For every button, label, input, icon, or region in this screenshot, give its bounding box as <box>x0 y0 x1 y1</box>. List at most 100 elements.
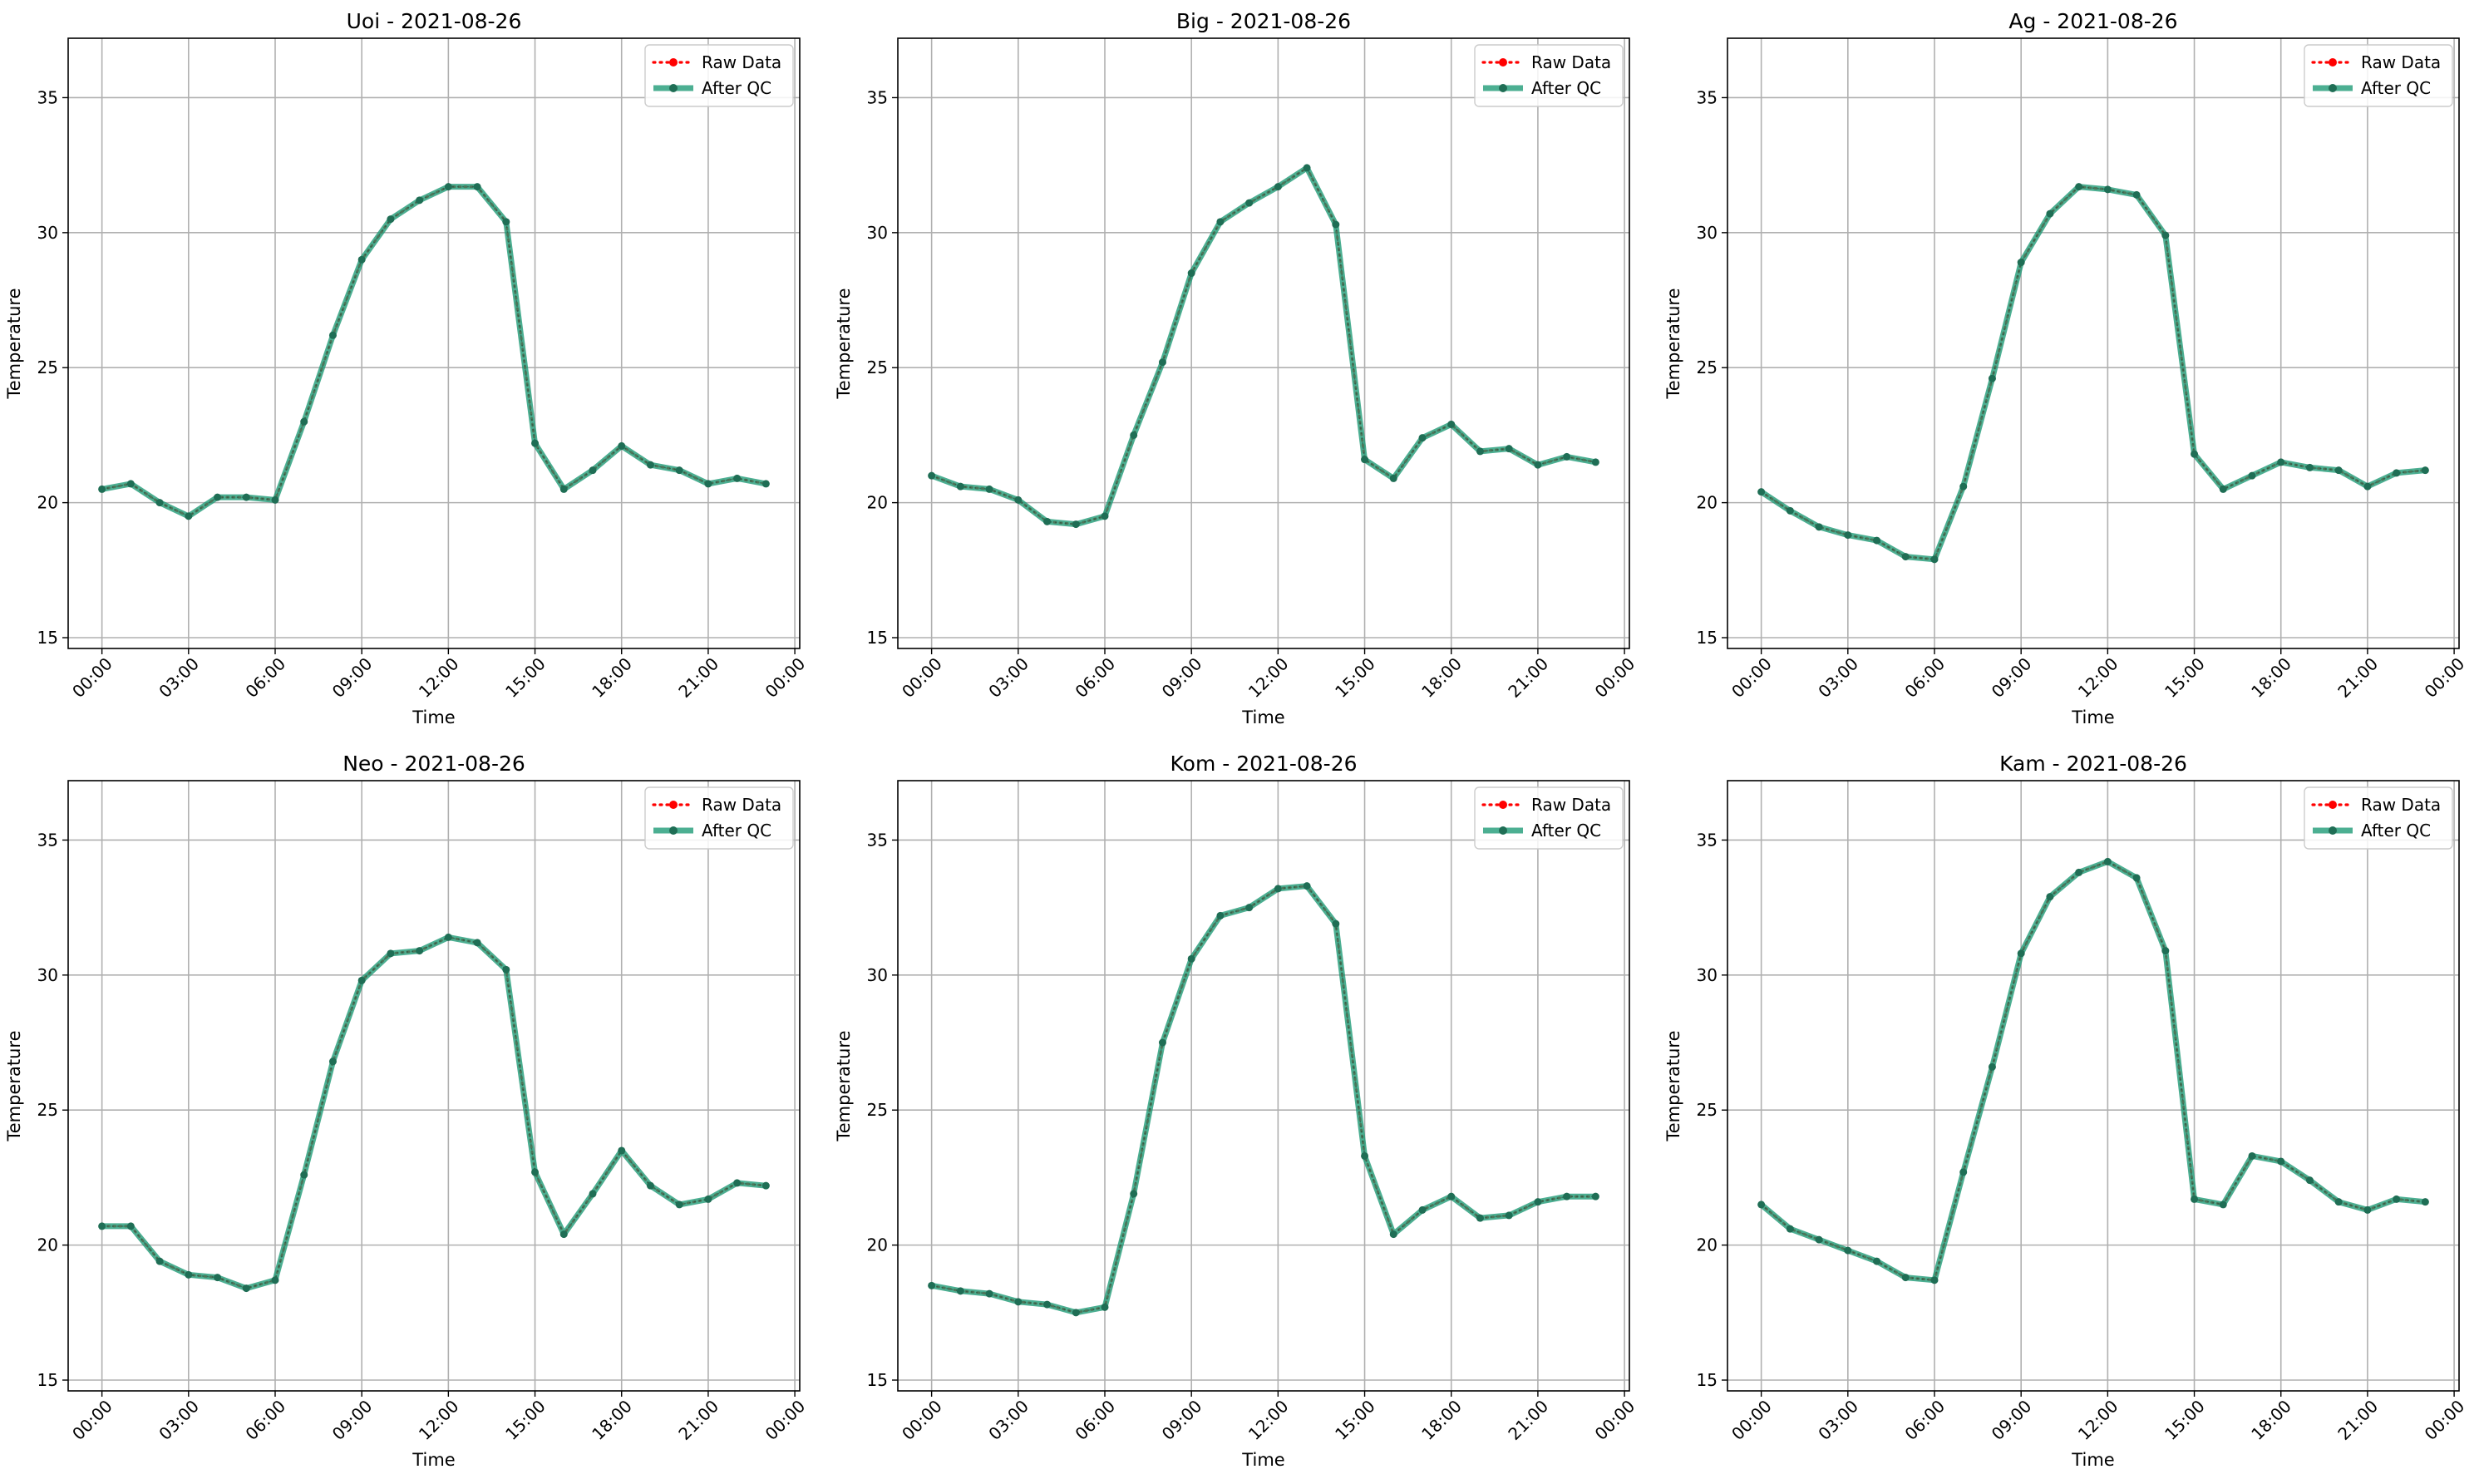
qc-data-point <box>2075 183 2083 191</box>
chart-title: Neo - 2021-08-26 <box>343 752 525 776</box>
chart-title: Uoi - 2021-08-26 <box>347 9 522 33</box>
qc-data-point <box>2103 185 2112 194</box>
qc-data-point <box>618 1146 626 1155</box>
axes-frame <box>897 780 1630 1392</box>
qc-data-point <box>733 474 742 482</box>
legend: Raw Data After QC <box>1474 786 1624 850</box>
axes-frame <box>67 780 801 1392</box>
subplot-4: 15 20 25 30 35 00:00 03:00 06:00 09:00 12:00 15:00… <box>4 752 809 1470</box>
chart-title: Kam - 2021-08-26 <box>1999 752 2187 776</box>
x-tick-label: 00:00 <box>761 1396 810 1444</box>
qc-data-point <box>1815 1235 1823 1244</box>
series-line-raw <box>1760 860 2427 1282</box>
legend-marker-raw <box>1499 801 1507 809</box>
x-tick-label: 18:00 <box>588 653 636 702</box>
qc-data-point <box>2191 1195 2199 1203</box>
qc-data-point <box>2132 190 2141 199</box>
qc-data-point <box>704 480 712 488</box>
x-tick-label: 03:00 <box>155 653 203 702</box>
qc-data-point <box>2363 482 2372 491</box>
qc-data-point <box>1930 1276 1939 1284</box>
qc-data-point <box>704 1195 712 1203</box>
series-line-qc-overlay <box>101 185 766 517</box>
qc-data-point <box>2393 469 2401 477</box>
qc-data-point <box>1959 482 1968 491</box>
x-tick-label: 09:00 <box>328 1396 377 1444</box>
x-tick-label: 00:00 <box>1727 1396 1776 1444</box>
qc-data-point <box>928 471 936 480</box>
y-tick-label: 35 <box>1697 830 1718 850</box>
qc-data-point <box>1505 1211 1513 1220</box>
subplot-3: 15 20 25 30 35 00:00 03:00 06:00 09:00 12:00 15:00… <box>1663 9 2468 727</box>
qc-data-point <box>444 933 452 941</box>
x-tick-label: 00:00 <box>68 653 116 702</box>
legend-entry-label: After QC <box>702 78 771 98</box>
qc-data-point <box>185 1270 193 1279</box>
qc-data-point <box>155 499 164 507</box>
x-tick-label: 00:00 <box>761 653 810 702</box>
qc-data-point <box>1187 954 1195 963</box>
qc-data-point <box>1476 447 1484 456</box>
legend: Raw Data After QC <box>2304 786 2453 850</box>
x-tick-label: 09:00 <box>1988 1396 2036 1444</box>
x-tick-label: 21:00 <box>674 653 722 702</box>
series-line-qc-overlay <box>931 885 1596 1314</box>
qc-data-point <box>1361 1151 1369 1160</box>
legend-marker-qc <box>2329 84 2337 92</box>
legend: Raw Data After QC <box>644 44 794 107</box>
qc-data-point <box>1245 904 1254 912</box>
qc-data-point <box>1988 374 1996 382</box>
qc-data-point <box>502 965 510 974</box>
y-tick-label: 15 <box>867 628 888 648</box>
qc-data-point <box>761 480 770 488</box>
qc-data-point <box>1901 1274 1910 1282</box>
qc-data-point <box>1873 1257 1881 1265</box>
qc-data-point <box>1418 1205 1427 1214</box>
x-tick-label: 15:00 <box>501 653 550 702</box>
x-tick-label: 18:00 <box>588 1396 636 1444</box>
qc-data-point <box>1901 553 1910 561</box>
x-axis-label: Time <box>2071 1450 2114 1470</box>
subplot-6: 15 20 25 30 35 00:00 03:00 06:00 09:00 12:00 15:00… <box>1663 752 2468 1470</box>
qc-data-point <box>1303 164 1311 172</box>
y-tick-label: 25 <box>1697 357 1718 377</box>
legend-entry-label: After QC <box>2361 821 2431 841</box>
qc-data-point <box>2393 1195 2401 1203</box>
axes-frame <box>1727 37 2460 649</box>
qc-data-point <box>559 1230 568 1239</box>
x-tick-label: 09:00 <box>1158 653 1206 702</box>
qc-data-point <box>1844 1246 1852 1255</box>
y-axis-label: Temperature <box>1663 288 1683 399</box>
x-tick-label: 03:00 <box>984 1396 1033 1444</box>
qc-data-point <box>1786 506 1794 515</box>
qc-data-point <box>2191 450 2199 458</box>
x-tick-label: 18:00 <box>1417 1396 1466 1444</box>
legend-entry-label: Raw Data <box>1531 795 1611 815</box>
qc-data-point <box>242 1284 250 1293</box>
qc-data-point <box>2248 1151 2256 1160</box>
qc-data-point <box>2334 466 2343 475</box>
y-tick-label: 35 <box>1697 87 1718 107</box>
qc-data-point <box>1043 517 1052 525</box>
legend-marker-raw <box>2329 801 2337 809</box>
qc-data-point <box>387 949 395 958</box>
qc-data-point <box>1815 523 1823 531</box>
series-line-qc <box>1759 858 2426 1284</box>
x-tick-label: 00:00 <box>68 1396 116 1444</box>
x-tick-label: 21:00 <box>1504 653 1552 702</box>
qc-data-point <box>357 976 366 984</box>
qc-data-point <box>1072 520 1080 529</box>
qc-data-point <box>1303 882 1311 890</box>
qc-data-point <box>357 255 366 264</box>
subplot-1: 15 20 25 30 35 00:00 03:00 06:00 09:00 12:00 15:00… <box>4 9 809 727</box>
qc-data-point <box>1245 199 1254 207</box>
y-tick-label: 20 <box>867 493 888 513</box>
qc-data-point <box>985 1289 993 1298</box>
qc-data-point <box>1757 1201 1766 1209</box>
qc-data-point <box>1505 445 1513 453</box>
qc-data-point <box>2075 868 2083 876</box>
qc-data-point <box>2248 471 2256 480</box>
qc-data-point <box>618 441 626 450</box>
qc-data-point <box>559 485 568 493</box>
